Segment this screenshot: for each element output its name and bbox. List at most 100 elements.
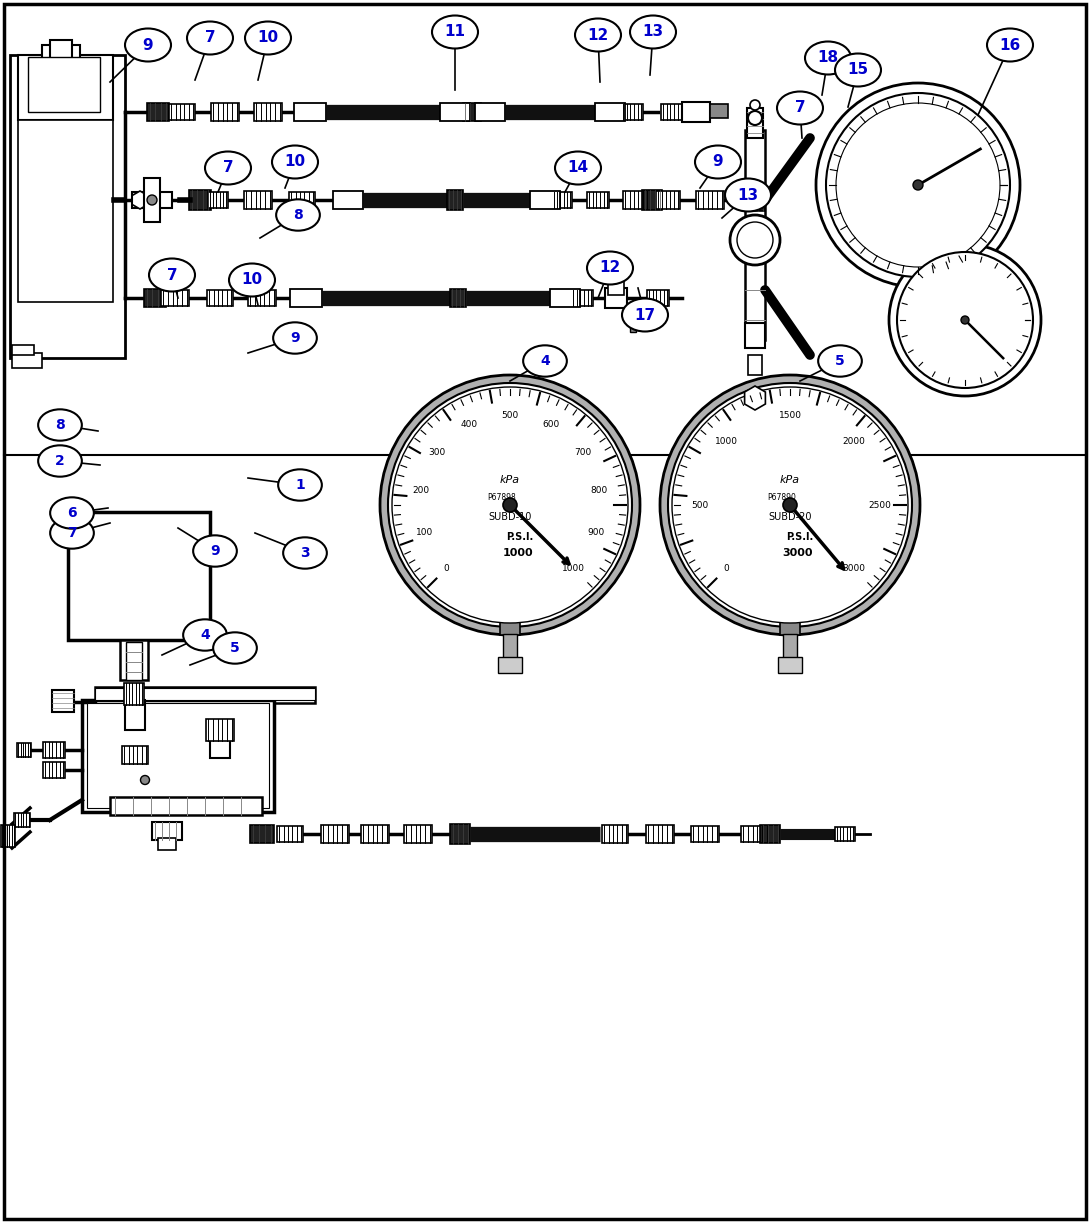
Ellipse shape xyxy=(276,199,319,231)
Bar xyxy=(95,687,315,703)
Bar xyxy=(502,634,517,658)
Bar xyxy=(646,826,674,843)
Circle shape xyxy=(750,100,760,110)
Circle shape xyxy=(388,383,632,627)
Bar xyxy=(1,826,15,848)
Ellipse shape xyxy=(588,252,633,285)
Circle shape xyxy=(913,180,923,190)
Bar xyxy=(463,103,481,121)
Text: kPa: kPa xyxy=(500,475,520,486)
Bar xyxy=(647,290,669,306)
Text: 10: 10 xyxy=(242,273,263,287)
Ellipse shape xyxy=(183,619,227,651)
Bar xyxy=(656,191,680,209)
Text: 700: 700 xyxy=(574,448,592,456)
Circle shape xyxy=(961,316,969,324)
Polygon shape xyxy=(744,386,765,410)
Bar xyxy=(747,190,765,212)
Circle shape xyxy=(673,386,908,623)
Bar xyxy=(277,826,303,841)
Bar xyxy=(208,192,228,208)
Text: 200: 200 xyxy=(412,487,429,495)
Text: 400: 400 xyxy=(461,421,477,429)
Text: 13: 13 xyxy=(738,187,759,203)
Text: 5: 5 xyxy=(230,641,240,656)
Bar xyxy=(750,397,760,415)
Text: P67890: P67890 xyxy=(767,493,797,501)
Text: 800: 800 xyxy=(591,487,607,495)
Ellipse shape xyxy=(149,258,195,291)
Ellipse shape xyxy=(50,517,94,549)
Ellipse shape xyxy=(630,16,676,49)
Ellipse shape xyxy=(125,28,171,61)
Bar xyxy=(450,289,467,307)
Text: 900: 900 xyxy=(588,528,604,537)
Text: 7: 7 xyxy=(795,100,806,115)
Circle shape xyxy=(730,215,780,265)
Circle shape xyxy=(380,375,640,635)
Ellipse shape xyxy=(622,298,668,331)
Bar xyxy=(334,191,363,209)
Bar xyxy=(642,190,662,210)
Text: 9: 9 xyxy=(290,331,300,345)
Bar xyxy=(43,45,80,75)
Ellipse shape xyxy=(835,54,881,87)
Bar xyxy=(144,179,160,223)
Text: 2500: 2500 xyxy=(869,500,892,510)
Circle shape xyxy=(889,245,1041,396)
Bar xyxy=(132,192,172,208)
Bar xyxy=(741,826,770,841)
Text: 1: 1 xyxy=(295,478,305,492)
Bar xyxy=(189,190,211,210)
Bar xyxy=(10,55,125,358)
Text: 5: 5 xyxy=(835,353,845,368)
Bar xyxy=(52,690,74,712)
Bar xyxy=(43,762,65,778)
Bar xyxy=(628,305,638,318)
Bar xyxy=(210,737,230,758)
Ellipse shape xyxy=(193,536,237,566)
Bar xyxy=(110,797,262,815)
Bar xyxy=(124,682,144,704)
Text: 14: 14 xyxy=(568,160,589,175)
Circle shape xyxy=(502,498,517,512)
Text: 17: 17 xyxy=(634,307,655,323)
Ellipse shape xyxy=(523,345,567,377)
Bar xyxy=(682,102,710,122)
Bar xyxy=(14,813,31,827)
Circle shape xyxy=(147,194,157,205)
Bar xyxy=(608,281,623,295)
Bar xyxy=(661,104,683,120)
Bar xyxy=(783,634,797,658)
Text: 1000: 1000 xyxy=(715,437,738,446)
Bar xyxy=(630,324,635,331)
Bar xyxy=(87,703,269,808)
Bar xyxy=(122,746,148,764)
Bar xyxy=(588,192,609,208)
Bar xyxy=(294,103,326,121)
Bar xyxy=(450,824,470,844)
Ellipse shape xyxy=(806,42,851,75)
Bar xyxy=(152,822,182,840)
Circle shape xyxy=(392,386,628,623)
Bar xyxy=(12,353,43,368)
Bar xyxy=(747,108,763,138)
Bar xyxy=(250,826,274,843)
Bar xyxy=(17,744,31,757)
Bar xyxy=(206,719,234,741)
Bar xyxy=(290,289,322,307)
Bar xyxy=(475,103,505,121)
Text: 10: 10 xyxy=(284,154,305,170)
Text: 8: 8 xyxy=(293,208,303,223)
Ellipse shape xyxy=(205,152,251,185)
Text: 500: 500 xyxy=(501,411,519,419)
Text: 7: 7 xyxy=(222,160,233,175)
Bar xyxy=(595,103,625,121)
Text: SUBD-20: SUBD-20 xyxy=(768,512,812,522)
Text: 9: 9 xyxy=(713,154,724,170)
Ellipse shape xyxy=(229,263,275,296)
Text: P.S.I.: P.S.I. xyxy=(786,532,813,542)
Text: 2: 2 xyxy=(56,454,65,468)
Bar xyxy=(125,700,145,730)
Text: P67898: P67898 xyxy=(487,493,517,501)
